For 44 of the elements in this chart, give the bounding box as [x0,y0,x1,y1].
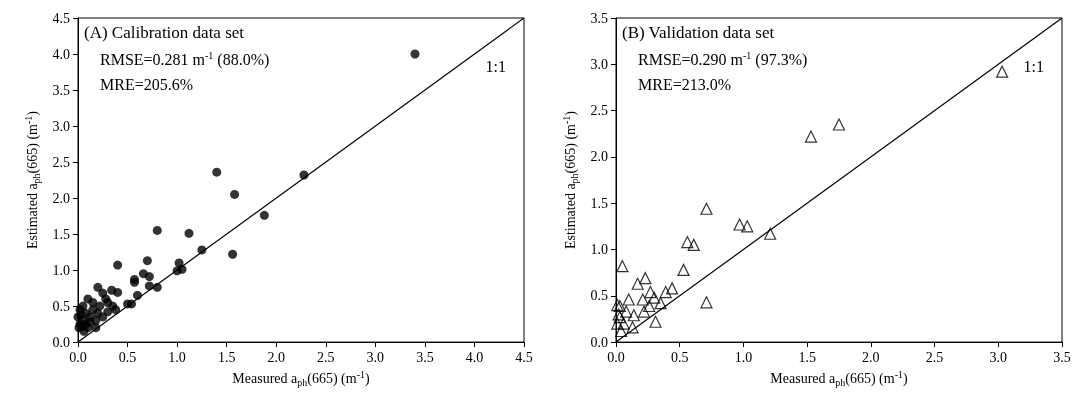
y-axis-title: Estimated aph(665) (m-1) [561,110,581,250]
x-tick-label: 2.5 [317,349,335,365]
y-tick-label: 3.0 [590,56,608,72]
x-tick-label: 3.5 [1053,349,1071,365]
x-tick-label: 0.0 [607,349,625,365]
annotation: 1:1 [485,57,507,75]
x-tick-label: 1.5 [217,349,236,365]
y-tick-label: 1.5 [590,195,608,211]
x-tick-label: 3.0 [366,349,385,365]
x-tick-label: 2.0 [862,349,880,365]
y-tick-label: 1.0 [52,262,70,278]
y-tick-label: 2.5 [590,103,608,119]
y-tick-label: 3.5 [52,82,70,98]
x-tick-label: 3.5 [416,349,434,365]
x-tick-label: 4.5 [515,349,533,365]
x-tick-label: 0.5 [118,349,137,365]
x-tick-label: 1.5 [798,349,816,365]
y-tick-label: 3.5 [590,10,608,26]
x-tick-label: 0.5 [670,349,689,365]
y-tick-label: 2.5 [52,154,70,170]
y-tick-label: 1.5 [52,226,70,242]
y-tick-label: 4.5 [52,10,70,26]
x-tick-label: 1.0 [734,349,753,365]
y-tick-label: 2.0 [52,190,70,206]
y-tick-label: 1.0 [590,242,608,257]
y-tick-label: 0.0 [52,334,70,350]
y-tick-label: 2.0 [590,149,608,165]
x-tick-label: 0.0 [69,349,87,365]
x-tick-label: 2.5 [925,349,944,365]
y-tick-label: 0.0 [590,334,608,350]
x-tick-label: 4.0 [465,349,484,365]
annotation: 1:1 [1023,57,1045,75]
annotation: (B) Validation data set [622,23,775,42]
annotation: MRE=205.6% [100,75,194,93]
x-tick-label: 3.0 [989,349,1008,365]
y-tick-label: 0.5 [590,288,608,304]
annotation: (A) Calibration data set [84,23,245,42]
x-tick-label: 1.0 [168,349,186,365]
x-tick-label: 2.0 [267,349,285,365]
y-tick-label: 0.5 [52,298,70,314]
y-tick-label: 3.0 [52,118,70,134]
y-tick-label: 4.0 [52,46,70,62]
y-axis-title: Estimated aph(665) (m-1) [23,110,43,250]
annotation: MRE=213.0% [638,75,732,93]
